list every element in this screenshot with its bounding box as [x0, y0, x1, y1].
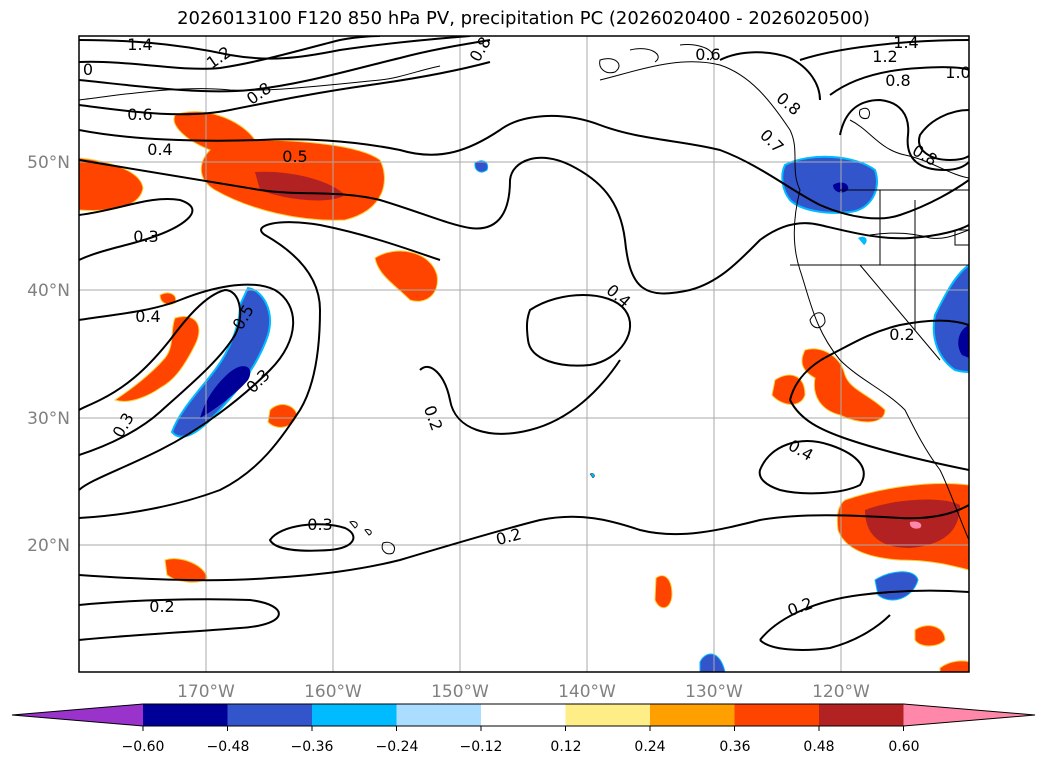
contour-label: 0.3	[133, 227, 158, 246]
colorbar-tick-label: −0.24	[376, 739, 419, 755]
contour-label: 0.6	[695, 45, 720, 64]
contour-label: 0.4	[147, 140, 172, 159]
coastlines	[79, 43, 969, 555]
colorbar-swatch	[650, 704, 735, 726]
precipitation-shading	[79, 111, 969, 672]
map-title: 2026013100 F120 850 hPa PV, precipitatio…	[177, 8, 870, 29]
pv-contours	[79, 36, 969, 651]
contour-label: 0.2	[889, 325, 914, 344]
colorbar-swatch	[819, 704, 904, 726]
colorbar-tick-label: −0.12	[460, 739, 503, 755]
lat-tick-label: 30°N	[27, 409, 70, 429]
colorbar-tick-label: −0.36	[291, 739, 334, 755]
map-frame	[78, 35, 970, 673]
lon-tick-label: 120°W	[812, 682, 870, 702]
lon-tick-label: 160°W	[304, 682, 362, 702]
contour-label: 1.0	[945, 63, 970, 82]
contour-label: 1.4	[893, 33, 918, 52]
lat-tick-label: 50°N	[27, 153, 70, 173]
contour-label: 0	[83, 60, 93, 79]
contour-label: 0.3	[307, 515, 332, 534]
colorbar	[11, 703, 1036, 731]
contour-label: 1.2	[872, 47, 897, 66]
colorbar-swatch	[312, 704, 397, 726]
latitude-labels: 50°N 40°N 30°N 20°N	[27, 153, 70, 556]
colorbar-swatch	[565, 704, 651, 726]
contour-label: 0.4	[135, 307, 160, 326]
colorbar-swatch	[734, 704, 820, 726]
colorbar-tick-label: −0.48	[207, 739, 250, 755]
colorbar-swatch	[481, 704, 566, 726]
colorbar-tick-label: 0.60	[888, 739, 919, 755]
colorbar-tick-label: 0.24	[634, 739, 665, 755]
lat-tick-label: 20°N	[27, 536, 70, 556]
lon-tick-label: 170°W	[177, 682, 235, 702]
contour-label: 0.2	[149, 597, 174, 616]
contour-label: 0.8	[885, 71, 910, 90]
colorbar-tick-label: −0.60	[122, 739, 165, 755]
contour-label: 0.5	[282, 147, 307, 166]
lon-tick-label: 140°W	[558, 682, 616, 702]
contour-label: 1.4	[127, 35, 152, 54]
lat-tick-label: 40°N	[27, 281, 70, 301]
colorbar-extend-low	[12, 704, 143, 726]
colorbar-tick-label: 0.12	[550, 739, 581, 755]
colorbar-swatch	[227, 704, 313, 726]
longitude-labels: 170°W 160°W 150°W 140°W 130°W 120°W	[177, 682, 870, 702]
colorbar-extend-high	[903, 704, 1035, 726]
contour-label: 0.6	[127, 105, 152, 124]
colorbar-tick-labels: −0.60 −0.48 −0.36 −0.24 −0.12 0.12 0.24 …	[122, 739, 920, 755]
colorbar-swatch	[143, 704, 228, 726]
colorbar-swatch	[396, 704, 482, 726]
lon-tick-label: 130°W	[685, 682, 743, 702]
lon-tick-label: 150°W	[431, 682, 489, 702]
map-gridlines	[79, 36, 969, 672]
colorbar-tick-label: 0.48	[803, 739, 834, 755]
colorbar-tick-label: 0.36	[719, 739, 750, 755]
